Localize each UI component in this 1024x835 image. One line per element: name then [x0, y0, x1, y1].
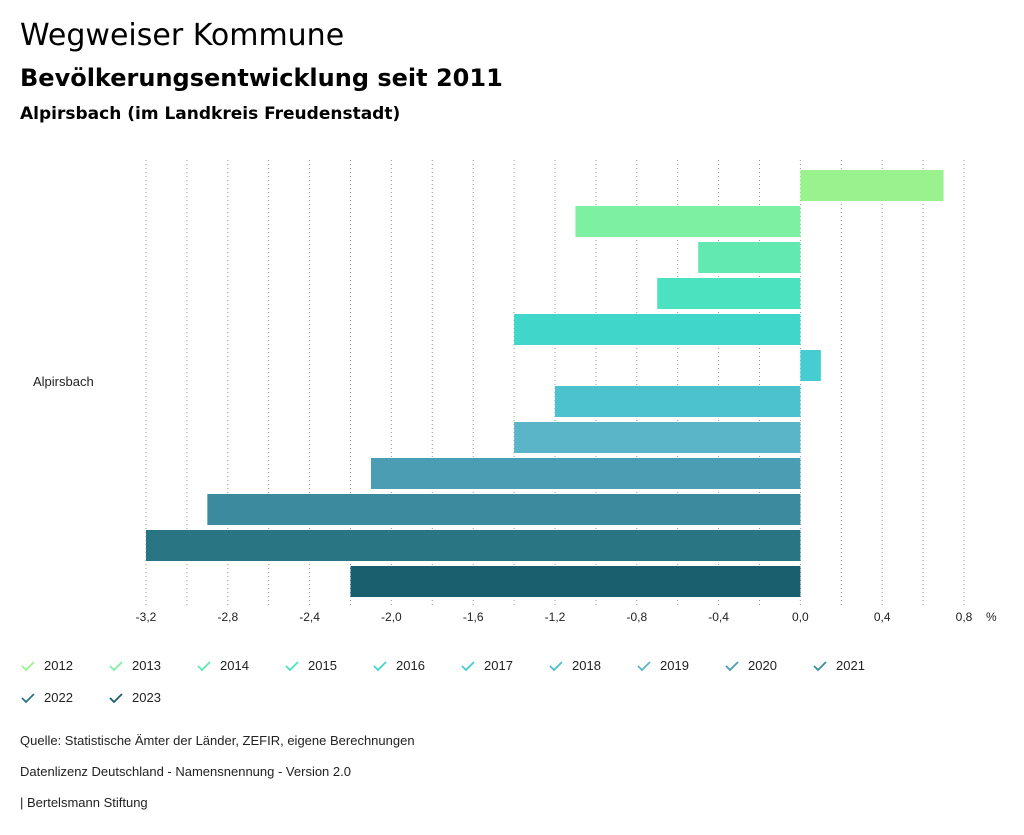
- legend-label: 2013: [132, 658, 161, 673]
- checkmark-icon: [461, 660, 475, 671]
- bar-2022[interactable]: [146, 530, 801, 561]
- legend-label: 2022: [44, 690, 73, 705]
- legend-item-2014[interactable]: 2014: [196, 658, 249, 673]
- checkmark-icon: [637, 660, 651, 671]
- bar-2016[interactable]: [514, 314, 801, 345]
- legend-item-2013[interactable]: 2013: [108, 658, 161, 673]
- license-note: Datenlizenz Deutschland - Namensnennung …: [20, 764, 351, 779]
- bar-2023[interactable]: [350, 566, 801, 597]
- bar-chart: -3,2 -2,8 -2,4 -2,0 -1,6 -1,2 -0,8 -0,4 0,0 0,4 0,…: [33, 160, 997, 624]
- legend-item-2012[interactable]: 2012: [20, 658, 73, 673]
- checkmark-icon: [725, 660, 739, 671]
- bar-2013[interactable]: [575, 206, 801, 237]
- brand-note: | Bertelsmann Stiftung: [20, 795, 148, 810]
- legend-item-2015[interactable]: 2015: [284, 658, 337, 673]
- legend-label: 2012: [44, 658, 73, 673]
- bar-2012[interactable]: [800, 170, 944, 201]
- bar-group: [146, 170, 944, 597]
- checkmark-icon: [813, 660, 827, 671]
- bar-2020[interactable]: [370, 458, 801, 489]
- bar-2015[interactable]: [657, 278, 801, 309]
- checkmark-icon: [109, 660, 123, 671]
- x-tick-label: -2,0: [381, 610, 402, 624]
- region-label: Alpirsbach (im Landkreis Freudenstadt): [20, 104, 401, 124]
- legend-item-2021[interactable]: 2021: [812, 658, 865, 673]
- x-tick-label: -0,8: [626, 610, 647, 624]
- chart-subtitle: Bevölkerungsentwicklung seit 2011: [20, 64, 503, 92]
- legend-item-2020[interactable]: 2020: [724, 658, 777, 673]
- legend-label: 2018: [572, 658, 601, 673]
- page-title: Wegweiser Kommune: [20, 18, 345, 53]
- bar-2017[interactable]: [800, 350, 821, 381]
- checkmark-icon: [373, 660, 387, 671]
- x-tick-label: -1,6: [463, 610, 484, 624]
- legend-label: 2023: [132, 690, 161, 705]
- legend-item-2017[interactable]: 2017: [460, 658, 513, 673]
- unit-label: %: [986, 610, 997, 624]
- legend-label: 2019: [660, 658, 689, 673]
- checkmark-icon: [21, 692, 35, 703]
- x-tick-label: 0,8: [956, 610, 973, 624]
- legend-label: 2015: [308, 658, 337, 673]
- legend-item-2016[interactable]: 2016: [372, 658, 425, 673]
- x-tick-label: -2,8: [217, 610, 238, 624]
- category-label: Alpirsbach: [33, 374, 94, 389]
- x-tick-label: 0,4: [874, 610, 891, 624]
- legend-item-2018[interactable]: 2018: [548, 658, 601, 673]
- x-axis-ticks: -3,2 -2,8 -2,4 -2,0 -1,6 -1,2 -0,8 -0,4 0,0 0,4 0,…: [136, 610, 973, 624]
- legend-label: 2017: [484, 658, 513, 673]
- legend-label: 2016: [396, 658, 425, 673]
- checkmark-icon: [285, 660, 299, 671]
- bar-2014[interactable]: [698, 242, 801, 273]
- x-tick-label: 0,0: [792, 610, 809, 624]
- legend-item-2019[interactable]: 2019: [636, 658, 689, 673]
- legend-label: 2020: [748, 658, 777, 673]
- checkmark-icon: [197, 660, 211, 671]
- legend-label: 2014: [220, 658, 249, 673]
- legend-label: 2021: [836, 658, 865, 673]
- checkmark-icon: [109, 692, 123, 703]
- x-tick-label: -1,2: [545, 610, 566, 624]
- bar-2018[interactable]: [555, 386, 801, 417]
- x-tick-label: -2,4: [299, 610, 320, 624]
- checkmark-icon: [549, 660, 563, 671]
- x-tick-label: -3,2: [136, 610, 157, 624]
- checkmark-icon: [21, 660, 35, 671]
- legend-item-2023[interactable]: 2023: [108, 690, 161, 705]
- legend-item-2022[interactable]: 2022: [20, 690, 73, 705]
- x-tick-label: -0,4: [708, 610, 729, 624]
- bar-2019[interactable]: [514, 422, 801, 453]
- source-note: Quelle: Statistische Ämter der Länder, Z…: [20, 733, 415, 748]
- bar-2021[interactable]: [207, 494, 801, 525]
